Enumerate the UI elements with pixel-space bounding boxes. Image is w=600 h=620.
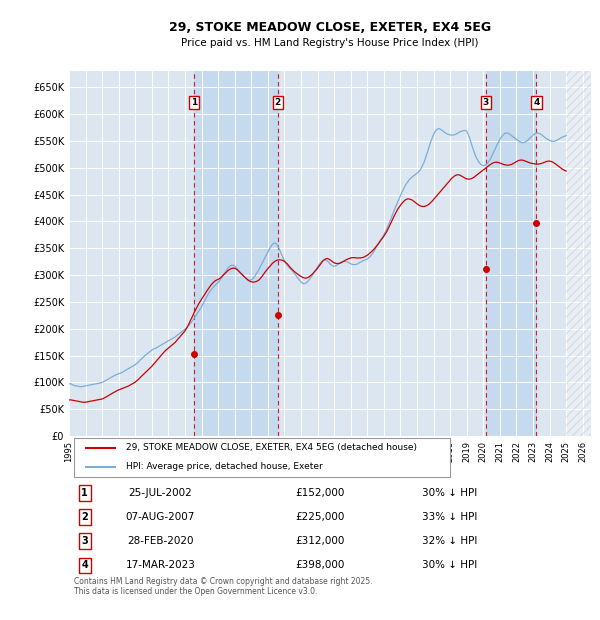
Text: 3: 3 <box>81 536 88 546</box>
Text: 30% ↓ HPI: 30% ↓ HPI <box>422 488 478 498</box>
Bar <box>486 71 536 436</box>
Text: 28-FEB-2020: 28-FEB-2020 <box>127 536 194 546</box>
Text: 1: 1 <box>81 488 88 498</box>
Text: £398,000: £398,000 <box>295 560 344 570</box>
Text: Price paid vs. HM Land Registry's House Price Index (HPI): Price paid vs. HM Land Registry's House … <box>181 38 479 48</box>
Text: 29, STOKE MEADOW CLOSE, EXETER, EX4 5EG: 29, STOKE MEADOW CLOSE, EXETER, EX4 5EG <box>169 22 491 34</box>
Text: 2: 2 <box>275 98 281 107</box>
Text: 32% ↓ HPI: 32% ↓ HPI <box>422 536 478 546</box>
Text: 1: 1 <box>191 98 197 107</box>
Text: 30% ↓ HPI: 30% ↓ HPI <box>422 560 478 570</box>
Text: 4: 4 <box>533 98 539 107</box>
Text: 2: 2 <box>81 512 88 522</box>
Text: 25-JUL-2002: 25-JUL-2002 <box>128 488 192 498</box>
Text: £312,000: £312,000 <box>295 536 344 546</box>
Text: 29, STOKE MEADOW CLOSE, EXETER, EX4 5EG (detached house): 29, STOKE MEADOW CLOSE, EXETER, EX4 5EG … <box>127 443 418 453</box>
Text: £225,000: £225,000 <box>295 512 344 522</box>
Text: Contains HM Land Registry data © Crown copyright and database right 2025.
This d: Contains HM Land Registry data © Crown c… <box>74 577 373 596</box>
Bar <box>194 71 278 436</box>
Bar <box>566 71 591 436</box>
Text: HPI: Average price, detached house, Exeter: HPI: Average price, detached house, Exet… <box>127 463 323 471</box>
Text: 3: 3 <box>483 98 489 107</box>
Text: 4: 4 <box>81 560 88 570</box>
Text: 33% ↓ HPI: 33% ↓ HPI <box>422 512 478 522</box>
Text: 17-MAR-2023: 17-MAR-2023 <box>125 560 195 570</box>
FancyBboxPatch shape <box>74 438 450 477</box>
Text: 07-AUG-2007: 07-AUG-2007 <box>125 512 195 522</box>
Text: £152,000: £152,000 <box>295 488 344 498</box>
